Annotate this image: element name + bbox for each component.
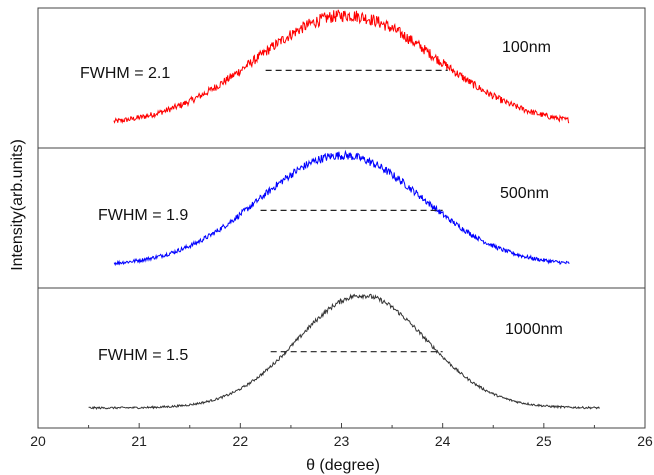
x-tick-label: 20 [30,433,46,449]
y-axis-title: Intensity(arb.units) [9,139,26,271]
x-tick-label: 25 [536,433,552,449]
fwhm-label: FWHM = 1.9 [98,207,188,224]
series-name-label: 1000nm [505,321,563,338]
series-name-label: 500nm [500,185,549,202]
panel-1000nm: FWHM = 1.5 1000nm [37,287,646,429]
x-tick-label: 24 [435,433,451,449]
x-axis-title: θ (degree) [306,457,380,474]
series-line-1000nm [88,293,600,411]
x-tick-label: 23 [334,433,350,449]
series-line-500nm [113,149,570,267]
series-name-label: 100nm [502,39,551,56]
x-tick-label: 22 [233,433,249,449]
series-line-100nm [113,9,570,124]
panel-100nm: FWHM = 2.1 100nm [37,7,646,149]
panel-500nm: FWHM = 1.9 500nm [37,147,646,289]
x-tick-label: 21 [131,433,147,449]
fwhm-label: FWHM = 2.1 [80,65,170,82]
x-tick-label: 26 [637,433,653,449]
fwhm-label: FWHM = 1.5 [98,347,188,364]
